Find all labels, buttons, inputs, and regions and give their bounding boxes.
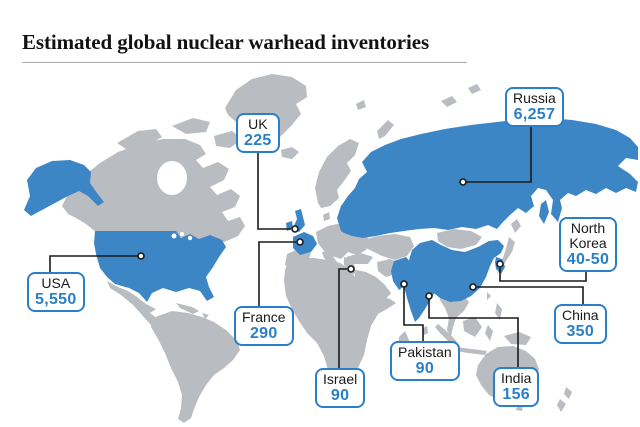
callout-india: India 156 bbox=[493, 367, 540, 407]
page-title: Estimated global nuclear warhead invento… bbox=[22, 30, 430, 54]
connector-france bbox=[258, 241, 296, 306]
map-caribbean bbox=[176, 303, 209, 319]
country-label: Pakistan bbox=[398, 344, 452, 360]
map-usa bbox=[94, 231, 226, 302]
callout-north-korea: North Korea 40-50 bbox=[559, 217, 617, 272]
marker-china bbox=[469, 283, 477, 291]
warhead-count: 156 bbox=[502, 386, 530, 403]
great-lakes bbox=[187, 235, 193, 241]
marker-russia bbox=[459, 178, 467, 186]
map-africa bbox=[284, 258, 396, 387]
map-iceland bbox=[281, 147, 299, 159]
callout-russia: Russia 6,257 bbox=[505, 87, 564, 127]
map-russian-arctic-islands bbox=[356, 84, 481, 139]
map-alaska bbox=[24, 160, 104, 216]
map-russia bbox=[337, 118, 638, 238]
callout-china: China 350 bbox=[554, 304, 607, 344]
marker-uk bbox=[291, 225, 299, 233]
warhead-count: 90 bbox=[330, 387, 350, 404]
marker-usa bbox=[137, 252, 145, 260]
callout-pakistan: Pakistan 90 bbox=[390, 341, 460, 381]
hudson-bay bbox=[157, 161, 187, 195]
callout-uk: UK 225 bbox=[236, 113, 280, 153]
map-japan bbox=[497, 219, 521, 274]
map-south-america bbox=[151, 311, 240, 423]
connector-india bbox=[428, 299, 519, 367]
map-scandinavia bbox=[315, 139, 359, 208]
country-label: USA bbox=[41, 275, 71, 291]
map-taiwan bbox=[487, 292, 491, 300]
connector-china bbox=[477, 286, 584, 304]
map-uk bbox=[286, 209, 305, 232]
map-philippines bbox=[495, 303, 502, 320]
map-sri-lanka bbox=[423, 326, 428, 335]
marker-israel bbox=[347, 265, 355, 273]
country-label: India bbox=[501, 370, 532, 386]
warhead-count: 350 bbox=[566, 323, 595, 340]
marker-pakistan bbox=[400, 280, 408, 288]
map-kazakhstan bbox=[362, 234, 414, 260]
connector-israel bbox=[338, 268, 347, 368]
title-divider bbox=[22, 62, 467, 63]
marker-france bbox=[296, 238, 304, 246]
callout-usa: USA 5,550 bbox=[27, 272, 85, 312]
warhead-count: 290 bbox=[249, 325, 278, 342]
warhead-count: 40-50 bbox=[566, 251, 610, 268]
connector-usa bbox=[49, 255, 141, 272]
connector-pakistan bbox=[403, 287, 424, 341]
map-mongolia bbox=[437, 229, 482, 249]
warhead-count: 5,550 bbox=[35, 291, 77, 308]
map-new-zealand bbox=[557, 387, 572, 412]
map-france bbox=[293, 232, 317, 255]
warhead-count: 90 bbox=[415, 360, 435, 377]
map-arctic-islands bbox=[117, 118, 242, 149]
marker-india bbox=[425, 292, 433, 300]
map-turkey bbox=[346, 253, 373, 264]
great-lakes bbox=[180, 232, 184, 236]
warhead-count: 6,257 bbox=[513, 106, 556, 123]
warhead-count: 225 bbox=[244, 132, 272, 149]
map-india bbox=[404, 259, 440, 322]
country-label: UK bbox=[248, 116, 268, 132]
country-label: France bbox=[242, 309, 286, 325]
callout-france: France 290 bbox=[234, 306, 294, 346]
map-canada bbox=[62, 139, 245, 242]
map-denmark bbox=[323, 212, 330, 221]
map-sakhalin bbox=[539, 200, 549, 224]
connector-uk bbox=[257, 147, 291, 230]
country-label: Russia bbox=[513, 90, 556, 106]
country-label: Israel bbox=[323, 371, 358, 387]
country-label: China bbox=[562, 307, 599, 323]
connector-russia bbox=[466, 121, 532, 183]
marker-north-korea bbox=[496, 260, 504, 268]
map-arabia bbox=[354, 270, 391, 303]
great-lakes bbox=[171, 233, 177, 239]
country-label: North Korea bbox=[569, 220, 607, 251]
map-indonesia bbox=[435, 317, 531, 355]
callout-israel: Israel 90 bbox=[315, 368, 366, 408]
